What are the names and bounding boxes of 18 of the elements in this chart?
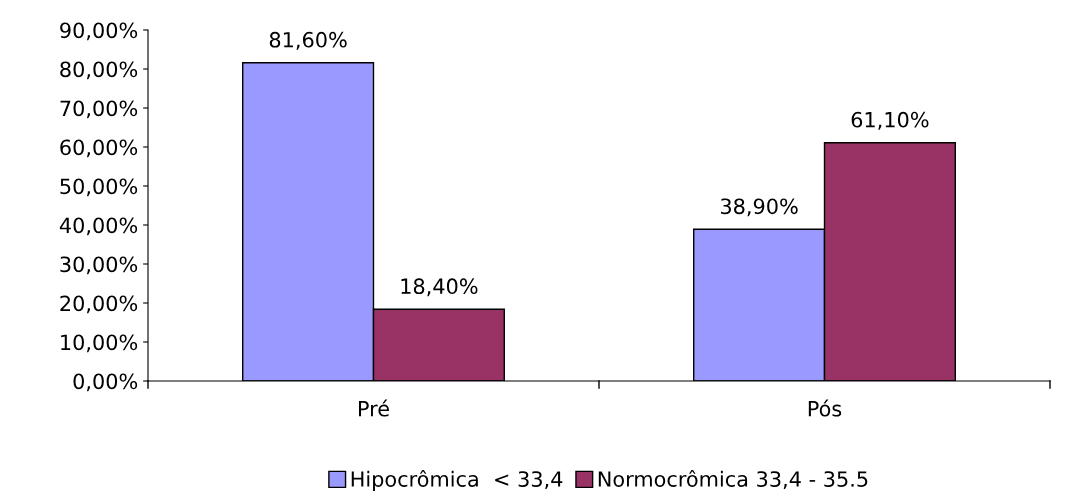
data-label: 81,60% — [269, 31, 347, 50]
data-label: 61,10% — [851, 111, 929, 130]
data-label: 18,40% — [401, 278, 478, 297]
y-tick-label: 70,00% — [60, 100, 138, 119]
y-tick-label: 80,00% — [60, 61, 138, 80]
y-tick-label: 10,00% — [61, 334, 138, 353]
x-tick-label: Pré — [358, 399, 389, 417]
y-tick-label: 20,00% — [60, 295, 138, 314]
y-tick-label: 40,00% — [59, 217, 138, 236]
data-label: 38,90% — [720, 198, 798, 217]
legend-label: Hipocrômica < 33,4 — [351, 469, 563, 491]
y-tick-label: 50,00% — [60, 178, 138, 197]
y-tick-label: 60,00% — [60, 139, 138, 158]
x-tick-label: Pós — [808, 399, 842, 417]
y-tick-label: 30,00% — [60, 256, 138, 275]
y-tick-label: 90,00% — [60, 22, 138, 41]
legend-label: Normocrômica 33,4 - 35.5 — [598, 469, 868, 490]
y-tick-label: 0,00% — [73, 373, 138, 392]
